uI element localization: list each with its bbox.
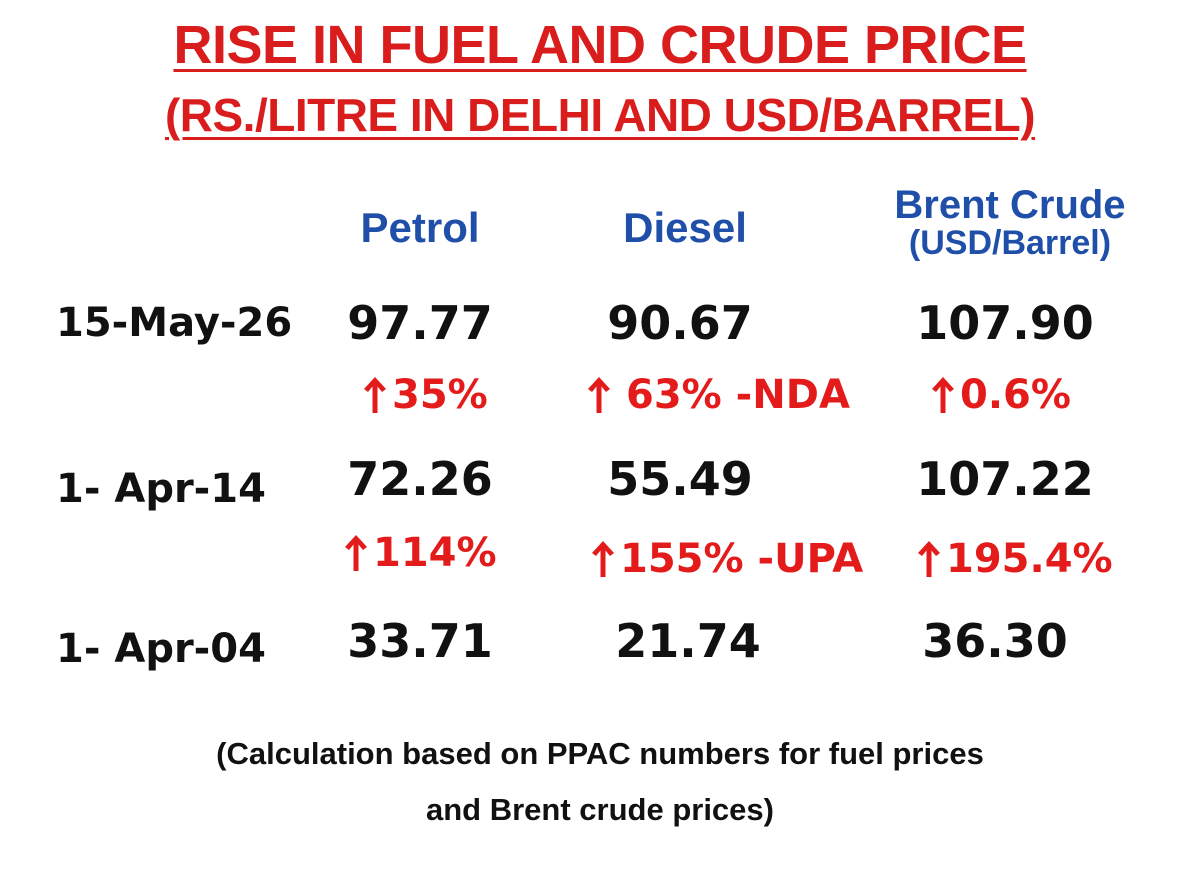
petrol-change-upa: 114% [343, 530, 497, 576]
diesel-price-2026: 90.67 [607, 296, 753, 350]
column-header-diesel: Diesel [623, 204, 747, 251]
footnote-line-1: (Calculation based on PPAC numbers for f… [216, 736, 984, 771]
column-header-petrol: Petrol [360, 204, 480, 251]
brent-price-2014: 107.22 [916, 452, 1094, 506]
petrol-change-nda: 35% [362, 372, 488, 418]
brent-price-2004: 36.30 [922, 614, 1068, 668]
diesel-change-nda-value: 63% -NDA [626, 372, 850, 418]
brent-change-nda-value: 0.6% [960, 372, 1071, 418]
diesel-price-2014: 55.49 [607, 452, 753, 506]
diesel-change-nda: 63% -NDA [586, 372, 850, 418]
petrol-price-2014: 72.26 [347, 452, 493, 506]
brent-change-upa: 195.4% [916, 536, 1113, 582]
row-date-2014: 1- Apr-14 [56, 466, 266, 512]
row-date-2026: 15-May-26 [56, 300, 293, 346]
diesel-change-upa-value: 155% -UPA [620, 536, 864, 582]
footnote: (Calculation based on PPAC numbers for f… [0, 726, 1200, 838]
diesel-price-2004: 21.74 [615, 614, 761, 668]
up-arrow-icon [932, 377, 954, 413]
up-arrow-icon [918, 541, 940, 577]
footnote-line-2: and Brent crude prices) [426, 792, 774, 827]
column-header-brent-label: Brent Crude [894, 183, 1126, 227]
brent-change-nda: 0.6% [930, 372, 1071, 418]
up-arrow-icon [588, 377, 610, 413]
petrol-change-upa-value: 114% [373, 530, 497, 576]
petrol-change-nda-value: 35% [392, 372, 488, 418]
brent-price-2026: 107.90 [916, 296, 1094, 350]
up-arrow-icon [592, 541, 614, 577]
up-arrow-icon [364, 377, 386, 413]
petrol-price-2026: 97.77 [347, 296, 493, 350]
diesel-change-upa: 155% -UPA [590, 536, 863, 582]
row-date-2004: 1- Apr-04 [56, 626, 266, 672]
column-header-brent: Brent Crude (USD/Barrel) [860, 184, 1160, 262]
page-title: RISE IN FUEL AND CRUDE PRICE [173, 15, 1027, 75]
page-subtitle: (RS./LITRE IN DELHI AND USD/BARREL) [164, 89, 1036, 141]
column-header-brent-unit: (USD/Barrel) [908, 224, 1112, 262]
petrol-price-2004: 33.71 [347, 614, 493, 668]
brent-change-upa-value: 195.4% [946, 536, 1113, 582]
up-arrow-icon [345, 535, 367, 571]
